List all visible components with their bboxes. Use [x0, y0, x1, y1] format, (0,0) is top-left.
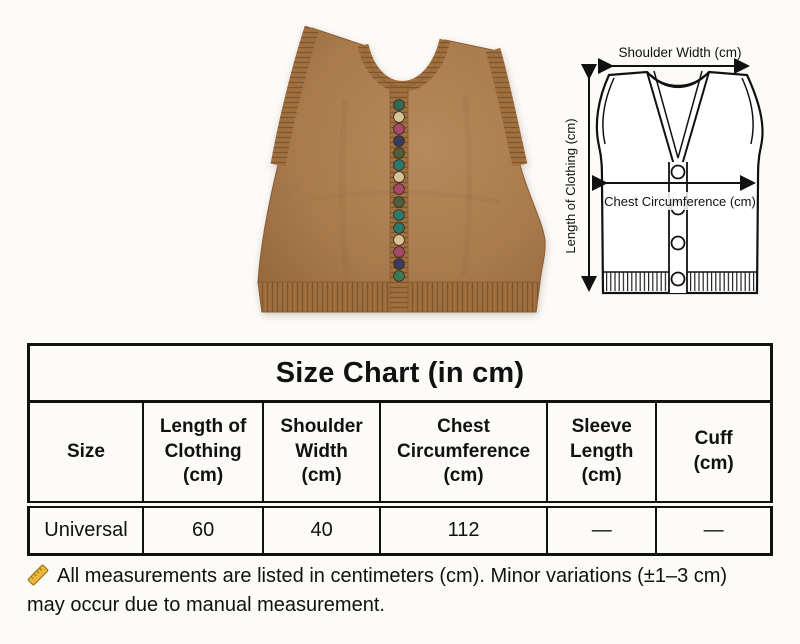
cell-length: 60	[141, 501, 265, 556]
vest-button	[393, 246, 405, 258]
table-title-row: Size Chart (in cm)	[27, 343, 773, 403]
column-header-length: Length of Clothing (cm)	[141, 400, 265, 506]
vest-button	[393, 270, 405, 282]
vest-button	[393, 209, 405, 221]
vest-button	[393, 123, 405, 135]
ruler-icon	[27, 564, 49, 586]
cell-size: Universal	[27, 501, 144, 556]
cell-cuff: —	[655, 501, 773, 556]
vest-buttons	[393, 99, 405, 282]
cell-sleeve: —	[546, 501, 658, 556]
cell-chest: 112	[378, 501, 549, 556]
column-header-size: Size	[27, 400, 144, 506]
cell-shoulder: 40	[262, 501, 381, 556]
vest-button	[393, 147, 405, 159]
table-row: Universal 60 40 112 — —	[27, 501, 773, 556]
note-line-1: All measurements are listed in centimete…	[57, 565, 728, 587]
vest-button	[393, 99, 405, 111]
vest-button	[393, 135, 405, 147]
vest-button	[393, 159, 405, 171]
length-of-clothing-label: Length of Clothing (cm)	[563, 118, 578, 253]
vest-button	[393, 234, 405, 246]
chest-circumference-label: Chest Circumference (cm)	[604, 194, 756, 209]
measurement-note: All measurements are listed in centimete…	[27, 562, 783, 620]
size-chart-table: Size Chart (in cm) Size Length of Clothi…	[27, 343, 773, 556]
measurement-diagram: Shoulder Width (cm) Length of Clothing (…	[563, 45, 764, 295]
note-line-2: may occur due to manual measurement.	[27, 594, 385, 616]
vest-button	[393, 171, 405, 183]
right-armhole-trim	[485, 47, 528, 167]
vest-button	[393, 111, 405, 123]
left-armhole-trim	[270, 25, 320, 167]
vest-button	[393, 196, 405, 208]
vest-button	[393, 183, 405, 195]
vest-product-photo	[257, 25, 546, 313]
column-header-cuff: Cuff (cm)	[655, 400, 773, 506]
column-header-chest: Chest Circumference (cm)	[378, 400, 549, 506]
vest-button	[393, 222, 405, 234]
column-header-sleeve: Sleeve Length (cm)	[546, 400, 658, 506]
size-chart-title: Size Chart (in cm)	[27, 343, 773, 403]
shoulder-width-label: Shoulder Width (cm)	[618, 45, 741, 60]
column-header-shoulder: Shoulder Width (cm)	[262, 400, 381, 506]
table-header-row: Size Length of Clothing (cm) Shoulder Wi…	[27, 400, 773, 506]
vest-button	[393, 258, 405, 270]
